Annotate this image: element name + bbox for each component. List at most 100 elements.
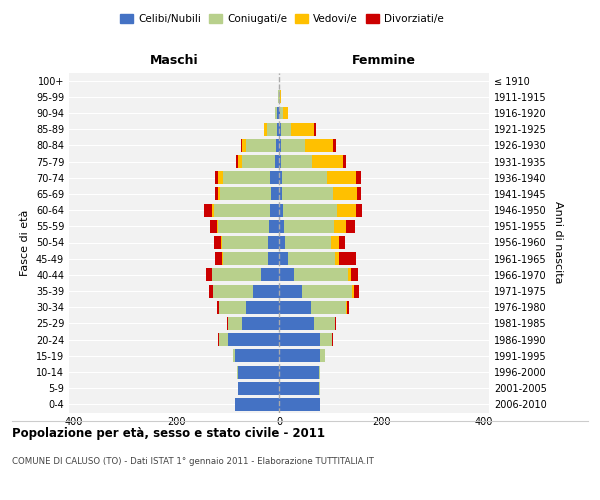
Bar [209,284,213,298]
Bar [281,188,333,200]
Bar [279,172,281,184]
Bar [343,155,346,168]
Bar [279,333,320,346]
Bar [314,317,335,330]
Bar [279,236,285,249]
Bar [238,366,279,378]
Bar [279,139,281,152]
Bar [285,236,331,249]
Bar [276,139,279,152]
Bar [281,122,291,136]
Bar [218,333,228,346]
Bar [333,139,336,152]
Bar [238,382,279,394]
Bar [242,155,275,168]
Bar [295,268,348,281]
Bar [246,301,279,314]
Bar [279,106,280,120]
Bar [348,268,351,281]
Bar [283,204,337,216]
Bar [217,301,219,314]
Bar [356,204,362,216]
Bar [214,204,270,216]
Bar [279,155,281,168]
Bar [279,366,319,378]
Bar [335,317,337,330]
Bar [223,172,270,184]
Bar [283,106,288,120]
Bar [319,366,320,378]
Bar [281,172,326,184]
Bar [277,122,279,136]
Bar [261,268,279,281]
Bar [279,284,302,298]
Bar [278,90,279,104]
Bar [346,301,347,314]
Bar [347,301,349,314]
Bar [334,220,346,233]
Y-axis label: Anni di nascita: Anni di nascita [553,201,563,283]
Bar [270,172,279,184]
Bar [314,122,316,136]
Bar [242,139,246,152]
Bar [279,398,320,411]
Bar [279,317,314,330]
Text: Maschi: Maschi [149,54,199,68]
Bar [279,301,311,314]
Bar [242,317,279,330]
Bar [279,122,281,136]
Bar [358,188,361,200]
Bar [211,220,217,233]
Bar [218,188,220,200]
Text: Femmine: Femmine [352,54,416,68]
Bar [221,236,268,249]
Bar [237,366,238,378]
Bar [204,204,212,216]
Bar [215,188,218,200]
Bar [319,382,320,394]
Bar [215,172,218,184]
Bar [280,106,283,120]
Bar [280,90,281,104]
Bar [279,268,295,281]
Bar [221,252,223,265]
Bar [235,398,279,411]
Bar [212,204,214,216]
Bar [281,139,305,152]
Bar [291,122,314,136]
Bar [279,350,320,362]
Bar [214,236,221,249]
Bar [320,333,332,346]
Bar [277,106,279,120]
Bar [340,252,356,265]
Bar [253,284,279,298]
Bar [356,172,361,184]
Bar [268,236,279,249]
Bar [268,252,279,265]
Bar [228,333,279,346]
Bar [223,252,268,265]
Bar [351,268,358,281]
Bar [331,236,340,249]
Bar [279,382,319,394]
Bar [269,220,279,233]
Bar [312,155,343,168]
Bar [302,284,352,298]
Bar [241,139,242,152]
Bar [218,172,223,184]
Bar [206,268,212,281]
Bar [279,220,284,233]
Bar [246,139,276,152]
Bar [332,333,333,346]
Bar [217,220,218,233]
Bar [352,284,354,298]
Bar [284,220,334,233]
Bar [311,301,346,314]
Y-axis label: Fasce di età: Fasce di età [20,210,30,276]
Bar [305,139,333,152]
Bar [264,122,267,136]
Bar [275,155,279,168]
Bar [279,204,283,216]
Bar [346,220,355,233]
Bar [279,188,281,200]
